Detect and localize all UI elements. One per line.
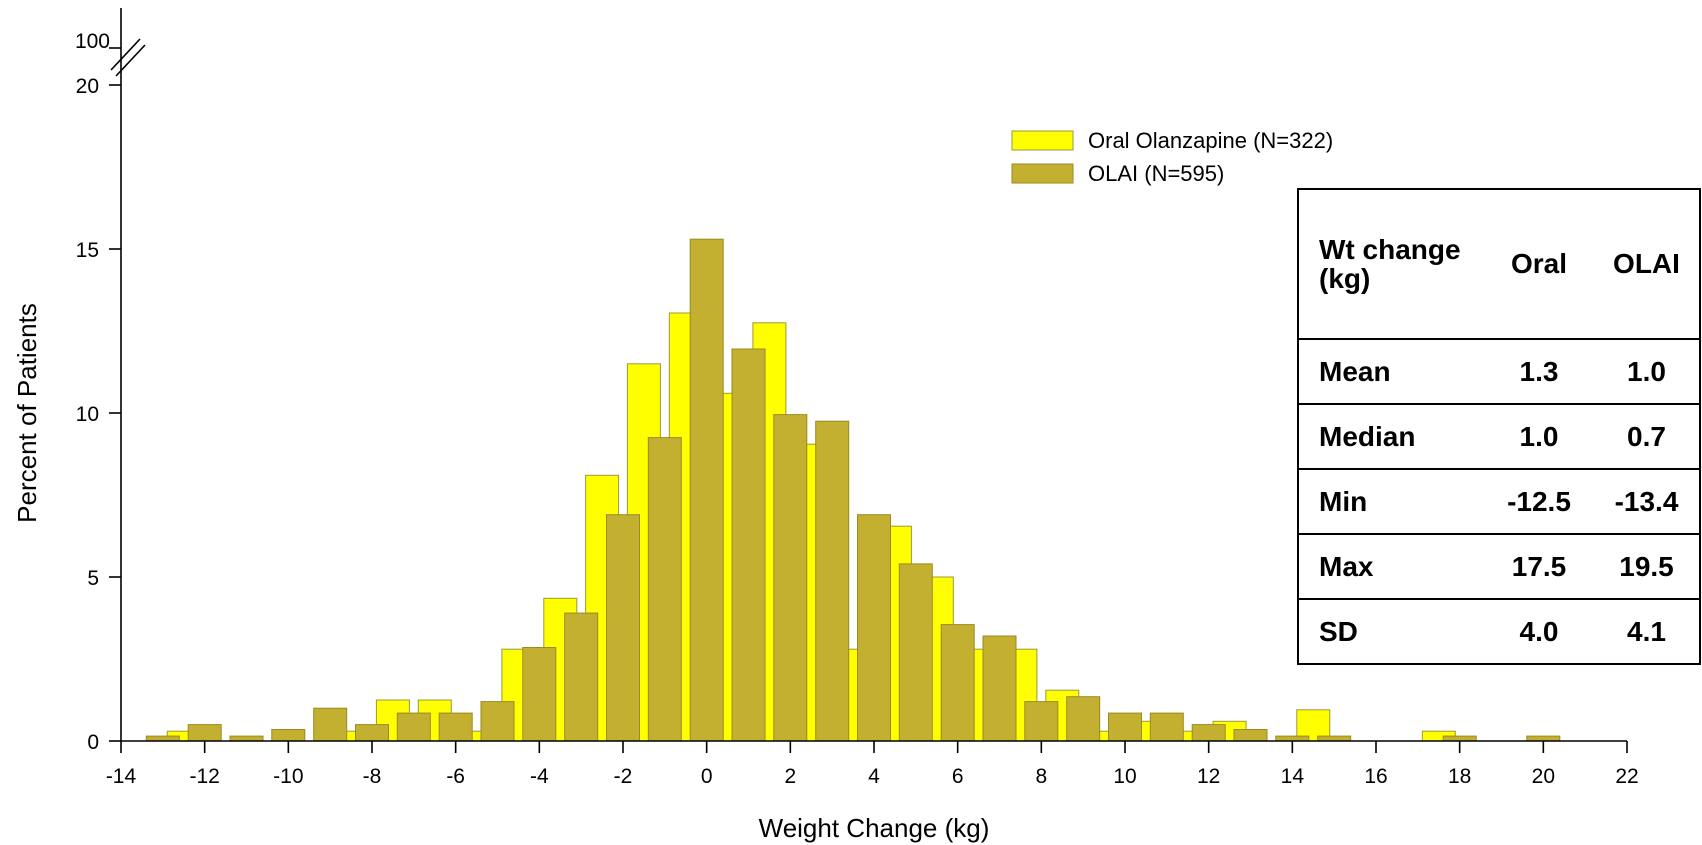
stats-row-label: Mean xyxy=(1319,355,1391,387)
x-tick-label: 2 xyxy=(784,765,796,788)
x-tick-label: -8 xyxy=(363,765,382,788)
stats-table-header: Wt change (kg) Oral OLAI xyxy=(1299,190,1699,338)
olai-bar xyxy=(689,238,724,742)
x-axis-title: Weight Change (kg) xyxy=(759,813,990,843)
olai-bar xyxy=(187,724,222,742)
stats-header-oral: Oral xyxy=(1510,248,1568,279)
stats-row-min: Min -12.5 -13.4 xyxy=(1299,468,1699,533)
y-tick-label: 15 xyxy=(76,239,99,262)
x-axis-ticks: -14 -12 -10 -8 -6 -4 -2 0 2 4 6 8 10 12 14 16 18 20 22 xyxy=(106,741,1639,788)
stats-row-label: Max xyxy=(1319,550,1374,582)
olai-bar xyxy=(480,701,515,742)
x-tick-label: 4 xyxy=(868,765,880,788)
olai-bar xyxy=(1024,701,1059,742)
stats-olai-value: -13.4 xyxy=(1614,485,1679,517)
x-tick-label: 10 xyxy=(1113,765,1136,788)
olai-bar xyxy=(396,712,431,742)
y-axis-ticks: 0 5 10 15 20 xyxy=(76,75,121,754)
olai-bar xyxy=(355,724,389,742)
x-tick-label: 14 xyxy=(1281,765,1305,788)
olai-bars xyxy=(145,238,1561,742)
stats-oral-value: 1.3 xyxy=(1519,355,1559,387)
stats-row-mean: Mean 1.3 1.0 xyxy=(1299,338,1699,403)
y-axis-break-mark xyxy=(115,44,146,77)
stats-olai-value: 0.7 xyxy=(1627,420,1666,452)
x-tick-label: 0 xyxy=(701,765,713,788)
x-tick-label: -6 xyxy=(446,765,465,788)
stats-row-median: Median 1.0 0.7 xyxy=(1299,403,1699,468)
olai-bar xyxy=(898,563,933,742)
olai-bar xyxy=(647,437,682,742)
x-tick-label: 20 xyxy=(1532,765,1555,788)
y-axis-break-mark xyxy=(110,38,141,71)
stats-header-label: Wt change (kg) xyxy=(1319,233,1461,294)
olai-bar xyxy=(731,348,766,742)
olai-bar xyxy=(564,612,599,742)
x-tick-label: -12 xyxy=(189,765,219,788)
x-tick-label: -4 xyxy=(530,765,549,788)
stats-row-label: SD xyxy=(1319,615,1358,647)
stats-row-max: Max 17.5 19.5 xyxy=(1299,533,1699,598)
stats-row-sd: SD 4.0 4.1 xyxy=(1299,598,1699,663)
stats-olai-value: 4.1 xyxy=(1627,615,1666,647)
y-tick-label: 5 xyxy=(87,567,99,590)
x-tick-label: 16 xyxy=(1364,765,1387,788)
stats-oral-value: 17.5 xyxy=(1511,550,1567,582)
y-break-tick-label: 100 xyxy=(75,30,110,53)
stats-oral-value: 4.0 xyxy=(1519,615,1559,647)
legend-swatch-oral xyxy=(1011,130,1074,151)
stats-oral-value: 1.0 xyxy=(1519,420,1559,452)
x-tick-label: 18 xyxy=(1448,765,1471,788)
stats-olai-value: 1.0 xyxy=(1627,355,1666,387)
olai-bar xyxy=(438,712,473,742)
olai-bar xyxy=(773,414,808,742)
olai-bar xyxy=(522,647,557,742)
olai-bar xyxy=(1233,729,1268,742)
x-tick-label: 6 xyxy=(952,765,964,788)
olai-bar xyxy=(313,707,348,742)
legend: Oral Olanzapine (N=322) OLAI (N=595) xyxy=(1011,128,1333,186)
olai-bar xyxy=(271,729,306,742)
olai-bar xyxy=(1108,712,1142,742)
olai-bar xyxy=(940,624,975,742)
y-axis-title: Percent of Patients xyxy=(12,303,42,523)
x-tick-label: 22 xyxy=(1615,765,1638,788)
summary-stats-table: Wt change (kg) Oral OLAI Mean 1.3 1.0 Me… xyxy=(1297,188,1701,665)
legend-swatch-olai xyxy=(1011,163,1074,184)
olai-bar xyxy=(982,635,1017,742)
stats-olai-value: 19.5 xyxy=(1619,550,1674,582)
stats-row-label: Min xyxy=(1319,485,1368,517)
olai-bar xyxy=(815,420,850,742)
x-tick-label: 12 xyxy=(1197,765,1220,788)
olai-bar xyxy=(1149,712,1184,742)
y-tick-label: 20 xyxy=(76,75,99,98)
legend-label-olai: OLAI (N=595) xyxy=(1088,161,1224,186)
olai-bar xyxy=(1191,724,1226,742)
stats-oral-value: -12.5 xyxy=(1507,485,1571,517)
x-tick-label: 8 xyxy=(1035,765,1047,788)
y-tick-label: 10 xyxy=(76,403,99,426)
olai-bar xyxy=(1066,696,1101,742)
x-tick-label: -14 xyxy=(106,765,137,788)
stats-header-olai: OLAI xyxy=(1613,248,1680,279)
stats-row-label: Median xyxy=(1319,420,1416,452)
olai-bar xyxy=(606,514,640,742)
oral-olanzapine-bars xyxy=(166,312,1456,742)
x-tick-label: -2 xyxy=(614,765,633,788)
legend-label-oral: Oral Olanzapine (N=322) xyxy=(1088,128,1333,153)
olai-bar xyxy=(857,514,891,742)
y-tick-label: 0 xyxy=(87,731,99,754)
x-tick-label: -10 xyxy=(273,765,303,788)
